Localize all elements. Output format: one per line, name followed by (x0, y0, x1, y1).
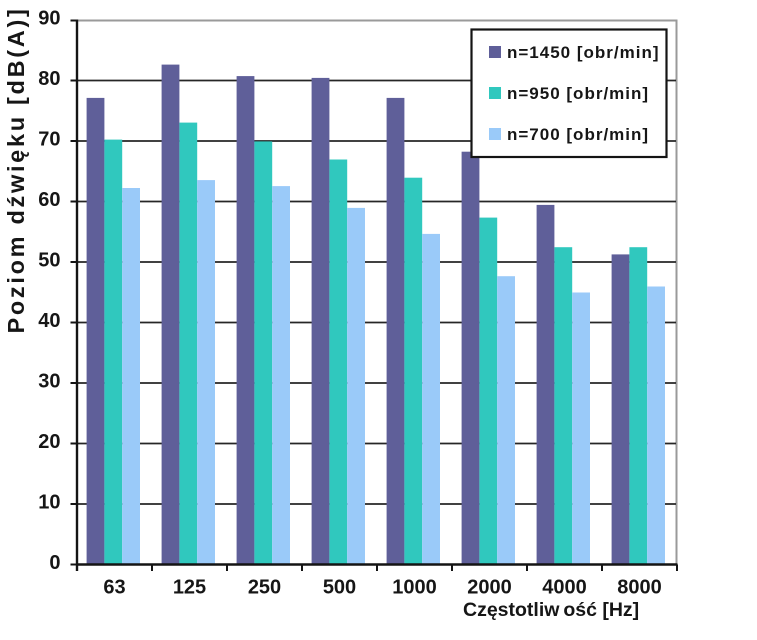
svg-text:500: 500 (323, 577, 356, 599)
svg-text:60: 60 (38, 189, 60, 211)
svg-text:63: 63 (103, 577, 125, 599)
svg-text:20: 20 (38, 431, 60, 453)
svg-text:Częstotliw ość [Hz]: Częstotliw ość [Hz] (463, 599, 639, 621)
svg-text:40: 40 (38, 310, 60, 332)
svg-text:10: 10 (38, 492, 60, 514)
svg-text:n=1450 [obr/min]: n=1450 [obr/min] (507, 43, 660, 62)
svg-text:0: 0 (49, 552, 60, 574)
svg-text:4000: 4000 (542, 577, 587, 599)
svg-text:30: 30 (38, 371, 60, 393)
svg-text:n=700 [obr/min]: n=700 [obr/min] (507, 125, 649, 144)
svg-text:90: 90 (38, 8, 60, 30)
svg-text:n=950 [obr/min]: n=950 [obr/min] (507, 84, 649, 103)
svg-text:2000: 2000 (467, 577, 512, 599)
svg-text:1000: 1000 (392, 577, 437, 599)
svg-text:Poziom dźwięku [dB(A)]: Poziom dźwięku [dB(A)] (3, 6, 29, 333)
svg-text:80: 80 (38, 68, 60, 90)
svg-text:70: 70 (38, 129, 60, 151)
svg-text:125: 125 (173, 577, 206, 599)
svg-text:8000: 8000 (617, 577, 662, 599)
svg-text:50: 50 (38, 250, 60, 272)
svg-text:250: 250 (248, 577, 281, 599)
